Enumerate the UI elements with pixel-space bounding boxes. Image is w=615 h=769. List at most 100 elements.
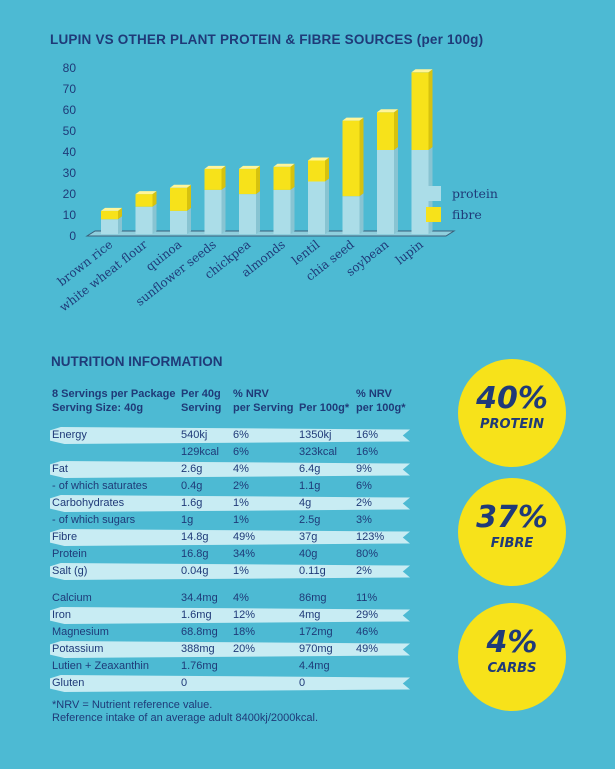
bar-side-fibre [152, 191, 157, 207]
bar-top [377, 109, 398, 113]
table-row: Fibre 14.8g 49% 37g 123% [50, 529, 410, 546]
bar-side-protein [325, 178, 329, 234]
header-nrv-serving-text: % NRV per Serving [233, 388, 294, 414]
table-cell: Carbohydrates [52, 497, 125, 509]
bar-side-protein [187, 207, 191, 234]
bar-side-fibre [187, 184, 191, 211]
table-cell: - of which saturates [52, 480, 148, 492]
table-cell: 12% [233, 609, 256, 621]
table-cell: 1.6mg [181, 609, 212, 621]
bar-top [170, 184, 191, 188]
table-cell: - of which sugars [52, 514, 136, 526]
table-cell: 2% [356, 565, 372, 577]
bar-side-fibre [118, 207, 122, 220]
table-cell: 2.5g [299, 514, 321, 526]
table-cell: 172mg [299, 626, 333, 638]
table-cell: 2.6g [181, 463, 203, 475]
table-cell: Potassium [52, 643, 104, 655]
table-cell: 20% [233, 643, 256, 655]
table-cell: 1.6g [181, 497, 203, 509]
badge-protein-value: 40% [476, 381, 548, 416]
bar-protein [101, 219, 118, 234]
bar-protein [308, 181, 325, 234]
badge-fibre-label: FIBRE [490, 536, 534, 551]
table-cell: 80% [356, 548, 379, 560]
footnote-reference: Reference intake of an average adult 840… [52, 712, 319, 724]
table-cell: Lutien + Zeaxanthin [52, 660, 149, 672]
bar-fibre [239, 168, 256, 195]
table-cell: 34.4mg [181, 592, 218, 604]
badge-fibre-value: 37% [476, 500, 548, 535]
table-row: Carbohydrates 1.6g 1% 4g 2% [50, 495, 410, 512]
bar-protein [204, 189, 222, 234]
y-tick-label: 80 [63, 61, 77, 75]
x-tick-label: lupin [393, 237, 426, 267]
bar-side-protein [152, 203, 157, 234]
table-cell: 49% [233, 531, 256, 543]
table-cell: Salt (g) [52, 565, 88, 577]
bar-side-protein [394, 147, 398, 234]
bar-protein [377, 150, 394, 234]
table-cell: Fibre [52, 531, 78, 543]
table-cell: 40g [299, 548, 318, 560]
badge-protein-label: PROTEIN [479, 417, 545, 432]
table-cell: 323kcal [299, 446, 337, 458]
bar-fibre [204, 168, 222, 190]
table-cell: 6% [233, 429, 249, 441]
bar-side-protein [290, 186, 295, 234]
table-cell: Fat [52, 463, 68, 475]
table-cell: 4mg [299, 609, 321, 621]
footnote-nrv: *NRV = Nutrient reference value. [52, 699, 213, 711]
bar-side-fibre [325, 157, 329, 182]
bar-fibre [342, 120, 360, 197]
table-cell: 0.11g [299, 565, 326, 577]
table-cell: 6.4g [299, 463, 321, 475]
legend-swatch-protein [426, 186, 441, 201]
badge-carbs-label: CARBS [487, 661, 537, 676]
table-cell: 4% [233, 592, 249, 604]
header-nrv-serving: % NRV per Serving [233, 387, 294, 415]
header-per-serving-text: Per 40g Serving [181, 388, 222, 414]
table-row: Iron 1.6mg 12% 4mg 29% [50, 607, 410, 624]
bar-fibre [170, 187, 187, 211]
table-cell: Iron [52, 609, 71, 621]
y-tick-label: 40 [63, 145, 77, 159]
header-per-100g: Per 100g* [299, 401, 349, 415]
table-row: Fat 2.6g 4% 6.4g 9% [50, 461, 410, 478]
table-cell: 4.4mg [299, 660, 330, 672]
bar-fibre [377, 112, 394, 150]
table-cell: 388mg [181, 643, 215, 655]
table-cell: 9% [356, 463, 372, 475]
table-cell: Magnesium [52, 626, 109, 638]
bar-top [308, 157, 329, 161]
table-cell: 2% [356, 497, 372, 509]
table-cell: 2% [233, 480, 249, 492]
bar-top [342, 117, 364, 121]
table-cell: 49% [356, 643, 379, 655]
badge-carbs: 4% CARBS [458, 603, 566, 711]
table-cell: 29% [356, 609, 379, 621]
bar-side-fibre [221, 165, 226, 190]
bar-top [411, 69, 433, 73]
bar-protein [239, 194, 256, 234]
table-row: 129kcal 6% 323kcal 16% [50, 444, 410, 461]
table-cell: 6% [356, 480, 372, 492]
y-tick-label: 70 [63, 82, 77, 96]
bar-side-fibre [359, 117, 364, 197]
y-tick-label: 60 [63, 103, 77, 117]
table-cell: 6% [233, 446, 249, 458]
table-cell: 4% [233, 463, 249, 475]
table-cell: 68.8mg [181, 626, 218, 638]
table-cell: Calcium [52, 592, 92, 604]
table-row: Calcium 34.4mg 4% 86mg 11% [50, 590, 410, 607]
y-tick-label: 50 [63, 124, 77, 138]
bar-top [273, 163, 295, 167]
nutrition-title: NUTRITION INFORMATION [51, 354, 223, 369]
table-cell: 18% [233, 626, 256, 638]
table-row: Potassium 388mg 20% 970mg 49% [50, 641, 410, 658]
bar-side-protein [221, 186, 226, 234]
header-per-serving: Per 40g Serving [181, 387, 221, 415]
table-cell: 540kj [181, 429, 208, 441]
header-nrv-100g-text: % NRV per 100g* [356, 388, 406, 414]
